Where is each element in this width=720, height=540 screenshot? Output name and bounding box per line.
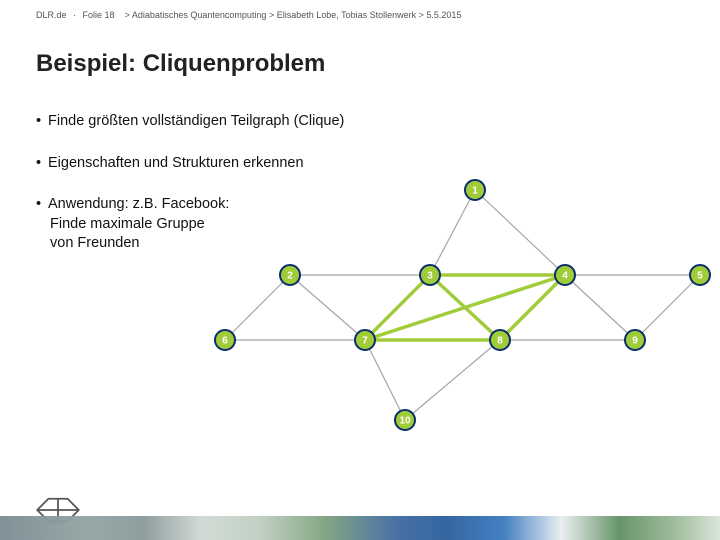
graph-edge (405, 340, 500, 420)
footer-image-bar (0, 516, 720, 540)
bullet-2: •Eigenschaften und Strukturen erkennen (36, 154, 720, 174)
graph-node-label: 6 (222, 336, 228, 347)
header-slide: Folie 18 (83, 10, 115, 20)
graph-edge (565, 275, 635, 340)
graph-node-label: 7 (362, 336, 368, 347)
graph-node-label: 9 (632, 336, 638, 347)
graph-edge (290, 275, 365, 340)
graph-node-label: 4 (562, 271, 568, 282)
slide-header: DLR.de · Folie 18 > Adiabatisches Quante… (0, 0, 720, 20)
bullet-list: •Finde größten vollständigen Teilgraph (… (0, 98, 720, 254)
graph-node (395, 410, 415, 430)
graph-edge (500, 275, 565, 340)
graph-node (420, 265, 440, 285)
bullet-2-text: Eigenschaften und Strukturen erkennen (48, 155, 304, 171)
graph-node-label: 10 (399, 416, 411, 427)
graph-edge (365, 340, 405, 420)
graph-edge (430, 275, 500, 340)
graph-edge (225, 275, 290, 340)
slide-title: Beispiel: Cliquenproblem (0, 20, 720, 98)
bullet-3-l1: Anwendung: z.B. Facebook: (48, 196, 229, 212)
graph-edge (365, 275, 565, 340)
graph-node (625, 330, 645, 350)
graph-node-label: 8 (497, 336, 503, 347)
graph-node (215, 330, 235, 350)
bullet-1: •Finde größten vollständigen Teilgraph (… (36, 112, 720, 132)
graph-node-label: 3 (427, 271, 433, 282)
graph-node-label: 5 (697, 271, 703, 282)
graph-node-label: 2 (287, 271, 293, 282)
header-crumb: > Adiabatisches Quantencomputing > Elisa… (125, 10, 462, 20)
graph-node (355, 330, 375, 350)
bullet-3-l3: von Freunden (36, 235, 139, 251)
graph-edge (635, 275, 700, 340)
graph-node (280, 265, 300, 285)
slide-footer: DLR (0, 490, 720, 540)
graph-node (555, 265, 575, 285)
bullet-1-text: Finde größten vollständigen Teilgraph (C… (48, 113, 344, 129)
header-sep: · (73, 10, 76, 20)
graph-node (490, 330, 510, 350)
bullet-3: •Anwendung: z.B. Facebook: Finde maximal… (36, 195, 720, 254)
header-site: DLR.de (36, 10, 67, 20)
graph-node (690, 265, 710, 285)
bullet-3-l2: Finde maximale Gruppe (36, 216, 205, 232)
graph-edge (365, 275, 430, 340)
